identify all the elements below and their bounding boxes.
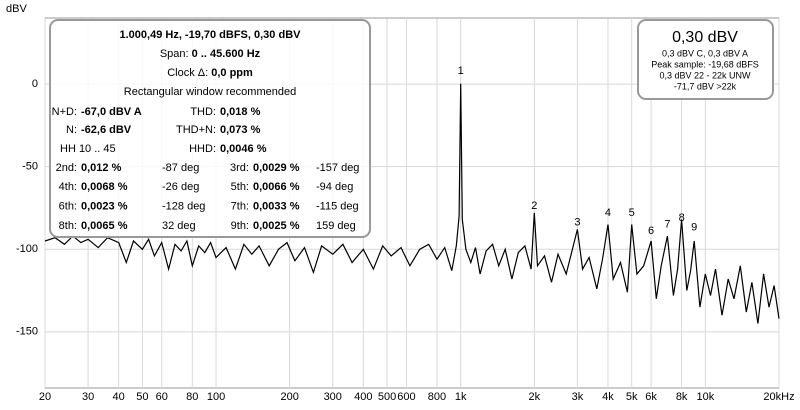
harmonic-label: 3 (574, 217, 580, 229)
x-tick-label: 80 (186, 391, 198, 403)
cell-phase: -128 deg (162, 201, 205, 213)
y-tick-label: -100 (16, 243, 38, 255)
x-tick-label: 10k (696, 391, 714, 403)
x-tick-label: 5k (626, 391, 638, 403)
cell-phase: -157 deg (316, 162, 359, 174)
cell-phase: -87 deg (162, 162, 199, 174)
harmonic-label: 6 (648, 225, 654, 237)
x-tick-label: 200 (280, 391, 298, 403)
info-value: 0,0 ppm (211, 67, 253, 79)
x-tick-label: 60 (156, 391, 168, 403)
cell-label: N+D: (52, 106, 77, 118)
info-line: Span: 0 .. 45.600 Hz (160, 48, 261, 60)
cell-value: 0,0066 % (253, 181, 300, 193)
x-tick-label: 6k (645, 391, 657, 403)
harmonic-label: 9 (691, 222, 697, 234)
cell-label: HHD: (189, 143, 216, 155)
harmonic-label: 7 (664, 218, 670, 230)
cell-value: -67,0 dBV A (81, 106, 142, 118)
cell-label: 6th: (59, 201, 77, 213)
level-value: 0,30 dBV (672, 29, 738, 46)
y-tick-label: 0 (32, 78, 38, 90)
x-tick-label: 100 (207, 391, 225, 403)
x-tick-label: 3k (572, 391, 584, 403)
level-line: 0,3 dBV 22 - 22k UNW (659, 70, 751, 80)
cell-label: 7th: (231, 201, 249, 213)
cell-phase: -94 deg (316, 181, 353, 193)
cell-label: THD+N: (176, 124, 216, 136)
cell-value: 0,012 % (81, 162, 122, 174)
info-box (49, 19, 371, 238)
level-line: 0,3 dBV C, 0,3 dBV A (662, 48, 748, 58)
cell-value: 0,0065 % (81, 220, 128, 232)
harmonic-label: 1 (458, 65, 464, 77)
info-label: Span: (160, 48, 189, 60)
x-tick-label: 4k (602, 391, 614, 403)
cell-value: -62,6 dBV (81, 124, 132, 136)
cell-value: 0,0025 % (253, 220, 300, 232)
harmonic-label: 5 (629, 207, 635, 219)
cell-value: 0,0068 % (81, 181, 128, 193)
cell-value: 0,018 % (220, 106, 261, 118)
x-tick-label: 20kHz (763, 391, 794, 403)
level-box (637, 19, 774, 100)
info-label: Clock Δ: (167, 67, 208, 79)
x-tick-label: 50 (136, 391, 148, 403)
cell-label: THD: (190, 106, 216, 118)
cell-value: 0,0023 % (81, 201, 128, 213)
x-tick-label: 1k (455, 391, 467, 403)
cell-phase: -26 deg (162, 181, 199, 193)
cell-label: 8th: (59, 220, 77, 232)
harmonic-label: 4 (605, 207, 611, 219)
level-line: Peak sample: -19,68 dBFS (651, 59, 759, 69)
spectrum-line (44, 83, 780, 324)
cell-label: 3rd: (230, 162, 249, 174)
y-tick-label: -50 (22, 161, 38, 173)
cell-value: 0,0029 % (253, 162, 300, 174)
level-line: -71,7 dBV >22k (674, 81, 737, 91)
x-tick-label: 8k (676, 391, 688, 403)
info-line: Clock Δ: 0,0 ppm (167, 67, 253, 79)
x-tick-label: 800 (428, 391, 446, 403)
info-value: 0 .. 45.600 Hz (192, 48, 261, 60)
cell-label: 4th: (59, 181, 77, 193)
cell-phase: 32 deg (162, 220, 196, 232)
info-note: Rectangular window recommended (124, 86, 296, 98)
y-tick-label: -150 (16, 326, 38, 338)
cell-label: N: (66, 124, 77, 136)
harmonic-label: 2 (531, 200, 537, 212)
cell-label: 2nd: (56, 162, 77, 174)
cell-value: 0,0046 % (220, 143, 267, 155)
x-tick-label: 20 (39, 391, 51, 403)
cell-label: 9th: (231, 220, 249, 232)
info-header: 1.000,49 Hz, -19,70 dBFS, 0,30 dBV (120, 29, 302, 41)
x-tick-label: 30 (82, 391, 94, 403)
harmonic-label: 8 (679, 212, 685, 224)
hh-range: HH 10 .. 45 (60, 143, 116, 155)
cell-value: 0,073 % (220, 124, 261, 136)
cell-phase: 159 deg (316, 220, 356, 232)
cell-phase: -115 deg (316, 201, 359, 213)
y-axis-label: dBV (6, 3, 27, 15)
x-tick-label: 300 (324, 391, 342, 403)
x-tick-label: 2k (529, 391, 541, 403)
x-tick-label: 500 (378, 391, 396, 403)
cell-label: 5th: (231, 181, 249, 193)
x-tick-label: 600 (397, 391, 415, 403)
cell-value: 0,0033 % (253, 201, 300, 213)
x-tick-label: 400 (354, 391, 372, 403)
x-tick-label: 40 (113, 391, 125, 403)
